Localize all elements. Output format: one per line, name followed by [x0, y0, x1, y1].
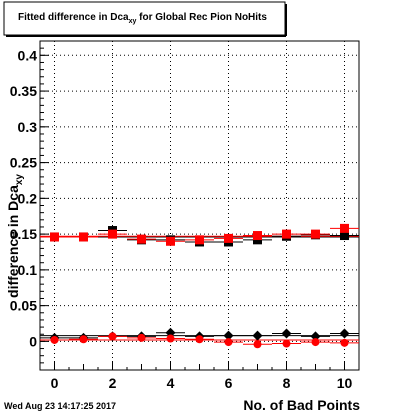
- data-point: [330, 231, 359, 241]
- data-point: [69, 232, 98, 242]
- x-tick-label: 8: [283, 375, 291, 391]
- x-tick-label: 10: [337, 375, 353, 391]
- y-tick-label: 0.2: [18, 190, 38, 206]
- axes: 0 2 4 6 8 10 0 0.05 0.1 0.15 0.2 0.25 0.3 0.35 0.4: [10, 47, 360, 391]
- diamond-marker: [252, 330, 263, 341]
- diamond-marker: [165, 327, 176, 338]
- fit-lines: [40, 235, 359, 341]
- x-tick-label: 4: [167, 375, 175, 391]
- data-point: [185, 335, 214, 344]
- data-point: [214, 338, 243, 347]
- square-marker: [340, 223, 349, 233]
- circle-marker: [340, 338, 349, 347]
- data-point: [69, 335, 98, 344]
- data-point: [330, 223, 359, 233]
- y-tick-label: 0.1: [18, 262, 38, 278]
- y-tick-label: 0.05: [10, 298, 37, 314]
- x-tick-label: 2: [109, 375, 117, 391]
- y-tick-label: 0: [29, 333, 37, 349]
- circle-marker: [50, 335, 59, 344]
- circle-marker: [282, 339, 291, 348]
- data-point: [330, 328, 359, 339]
- data-point: [185, 235, 214, 245]
- data-point: [330, 338, 359, 347]
- data-points: [40, 223, 359, 349]
- x-axis-title: No. of Bad Points: [243, 397, 360, 413]
- title-box: [3, 1, 286, 36]
- square-marker: [195, 235, 204, 245]
- timestamp: Wed Aug 23 14:17:25 2017: [4, 401, 116, 411]
- data-point: [214, 330, 243, 341]
- circle-marker: [166, 334, 175, 343]
- x-tick-label: 0: [51, 375, 59, 391]
- data-point: [243, 330, 272, 341]
- data-point: [156, 327, 185, 338]
- diamond-marker: [339, 328, 350, 339]
- square-marker: [137, 234, 146, 244]
- data-point: [40, 335, 69, 344]
- circle-marker: [137, 333, 146, 342]
- circle-marker: [108, 332, 117, 341]
- square-marker: [340, 231, 349, 241]
- data-point: [301, 338, 330, 347]
- data-point: [127, 333, 156, 342]
- square-marker: [253, 231, 262, 241]
- data-point: [301, 331, 330, 342]
- square-marker: [108, 229, 117, 239]
- circle-marker: [311, 338, 320, 347]
- grid: [40, 41, 359, 370]
- square-marker: [311, 229, 320, 239]
- data-point: [301, 229, 330, 239]
- x-tick-label: 6: [225, 375, 233, 391]
- diamond-marker: [223, 330, 234, 341]
- circle-marker: [79, 335, 88, 344]
- data-point: [243, 340, 272, 349]
- y-axis-title: difference in Dcaxy: [5, 174, 25, 298]
- data-point: [40, 232, 69, 242]
- circle-marker: [253, 340, 262, 349]
- circle-marker: [224, 338, 233, 347]
- diamond-marker: [281, 328, 292, 339]
- data-point: [272, 328, 301, 339]
- data-point: [127, 234, 156, 244]
- square-marker: [166, 236, 175, 246]
- data-point: [272, 229, 301, 239]
- data-point: [98, 332, 127, 341]
- y-tick-label: 0.25: [10, 155, 37, 171]
- y-tick-label: 0.4: [18, 47, 38, 63]
- plot-frame: [39, 40, 360, 371]
- data-point: [98, 229, 127, 239]
- diamond-marker: [310, 331, 321, 342]
- data-point: [156, 236, 185, 246]
- chart-title: Fitted difference in Dcaxy for Global Re…: [18, 12, 267, 25]
- y-tick-label: 0.35: [10, 83, 37, 99]
- data-point: [272, 339, 301, 348]
- square-marker: [282, 229, 291, 239]
- square-marker: [224, 233, 233, 243]
- data-point: [214, 233, 243, 243]
- data-point: [243, 231, 272, 241]
- square-marker: [50, 232, 59, 242]
- y-tick-label: 0.15: [10, 226, 37, 242]
- data-point: [156, 334, 185, 343]
- y-tick-label: 0.3: [18, 119, 38, 135]
- circle-marker: [195, 335, 204, 344]
- square-marker: [79, 232, 88, 242]
